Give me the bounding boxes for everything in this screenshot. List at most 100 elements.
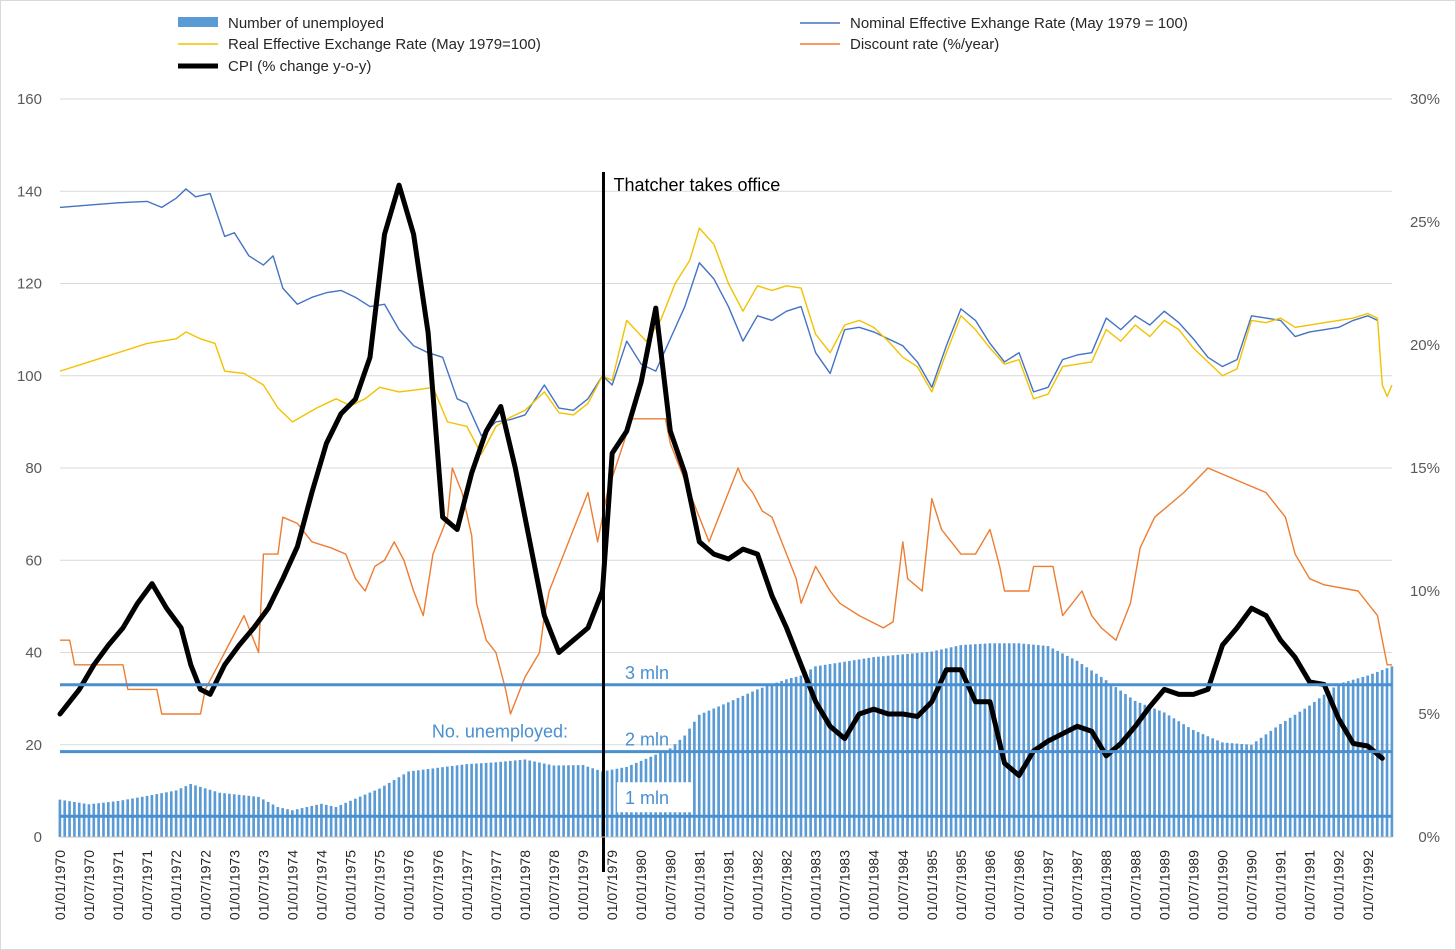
y-right-tick-label: 30% — [1410, 91, 1440, 108]
unemployed-bar — [557, 765, 561, 837]
unemployed-bar — [1361, 676, 1365, 837]
unemployed-bar — [455, 765, 459, 837]
unemployed-bar — [261, 799, 265, 837]
unemployed-bar — [1012, 643, 1016, 837]
unemployed-bar — [891, 655, 895, 837]
unemployed-bar — [717, 706, 720, 837]
x-tick-label: 01/01/1980 — [633, 850, 649, 920]
unemployed-bar — [194, 785, 197, 837]
unemployed-bar — [208, 789, 212, 837]
unemployed-bar — [450, 765, 454, 837]
unemployed-bar — [1051, 648, 1055, 837]
unemployed-bar — [1216, 740, 1219, 837]
unemployed-bar — [1138, 702, 1142, 837]
unemployed-bar — [901, 654, 904, 837]
unemployed-bar — [479, 763, 483, 837]
unemployed-bar — [315, 804, 318, 837]
unemployed-bar — [513, 760, 517, 837]
unemployed-bar — [509, 760, 512, 837]
unemployed-bar — [189, 783, 192, 837]
x-tick-label: 01/01/1978 — [517, 850, 533, 920]
y-right-tick-label: 15% — [1410, 460, 1440, 477]
unemployed-bar — [1206, 736, 1210, 837]
unemployed-bar — [693, 721, 696, 837]
unemployed-bar — [596, 769, 599, 837]
unemployed-bar — [383, 785, 386, 837]
y-left-tick-label: 60 — [25, 552, 42, 569]
unemployed-bar — [1061, 653, 1064, 837]
unemployed-bar — [959, 645, 963, 837]
unemployed-bar — [533, 761, 536, 837]
x-tick-label: 01/07/1977 — [488, 850, 504, 920]
unemployed-bar — [1177, 721, 1181, 837]
unemployed-bar — [702, 712, 706, 837]
unemployed-bar — [765, 686, 769, 837]
unemployed-bar — [969, 644, 972, 837]
unemployed-bar — [567, 765, 570, 837]
unemployed-bar — [949, 647, 953, 837]
unemployed-bar — [68, 801, 71, 837]
x-tick-label: 01/07/1991 — [1302, 850, 1318, 920]
x-tick-label: 01/07/1987 — [1069, 850, 1085, 920]
unemployed-bar — [1119, 690, 1122, 837]
unemployed-bar — [915, 652, 919, 837]
unemployed-bar — [523, 759, 527, 837]
unemployed-bar — [169, 791, 173, 837]
threshold-label: 1 mln — [625, 788, 669, 808]
unemployed-bar — [310, 805, 314, 837]
x-tick-label: 01/07/1976 — [430, 850, 446, 920]
x-tick-label: 01/07/1990 — [1244, 850, 1260, 920]
unemployed-bar — [1003, 643, 1006, 837]
unemployed-bar — [770, 684, 774, 837]
unemployed-bar — [87, 804, 91, 837]
unemployed-bar — [1303, 708, 1307, 837]
x-tick-label: 01/01/1972 — [168, 850, 184, 920]
cpi-line — [57, 182, 1385, 778]
unemployed-bar — [286, 809, 289, 837]
unemployed-bar — [1264, 734, 1268, 837]
unemployed-bar — [397, 777, 401, 837]
unemployed-bar — [1342, 682, 1345, 837]
legend: Number of unemployed Nominal Effective Ex… — [178, 15, 1188, 75]
unemployed-bar — [392, 780, 396, 837]
unemployed-bar — [993, 643, 997, 837]
unemployed-bar — [465, 764, 469, 837]
unemployed-bar — [1191, 729, 1195, 837]
unemployed-bar — [504, 761, 507, 837]
unemployed-bar — [1351, 679, 1355, 837]
x-tick-label: 01/07/1985 — [953, 850, 969, 920]
unemployed-bar — [964, 644, 967, 837]
unemployed-bar — [518, 759, 522, 837]
unemployed-bar — [97, 803, 100, 837]
x-tick-label: 01/01/1989 — [1156, 850, 1172, 920]
unemployed-bar — [407, 771, 410, 837]
unemployed-bar — [1128, 697, 1132, 837]
x-tick-label: 01/07/1974 — [314, 850, 330, 920]
x-tick-label: 01/01/1971 — [110, 850, 126, 920]
unemployed-bar — [935, 650, 938, 837]
unemployed-bar — [1371, 673, 1374, 837]
unemployed-bar — [1099, 676, 1103, 837]
x-tick-label: 01/01/1977 — [459, 850, 475, 920]
unemployed-bar — [746, 693, 749, 837]
unemployed-bar — [538, 762, 541, 837]
unemployed-bar — [213, 791, 217, 837]
unemployed-bar — [925, 652, 929, 837]
unemployed-bar — [789, 678, 793, 837]
unemployed-bar — [780, 680, 783, 837]
unemployed-bar — [460, 764, 464, 837]
unemployed-bar — [281, 808, 285, 837]
unemployed-bar — [528, 760, 532, 837]
unemployed-bar — [1322, 694, 1326, 837]
unemployed-bar — [1032, 644, 1035, 837]
unemployed-bar — [1327, 691, 1331, 837]
legend-label: Nominal Effective Exhange Rate (May 1979… — [850, 15, 1188, 32]
series-lines — [57, 182, 1393, 778]
x-tick-label: 01/01/1990 — [1214, 850, 1230, 920]
unemployed-bar — [475, 763, 478, 837]
unemployed-bar — [785, 679, 788, 837]
unemployed-bar — [799, 675, 803, 837]
x-tick-label: 01/07/1982 — [779, 850, 795, 920]
unemployed-bar — [199, 786, 202, 837]
unemployed-bar — [920, 652, 924, 837]
